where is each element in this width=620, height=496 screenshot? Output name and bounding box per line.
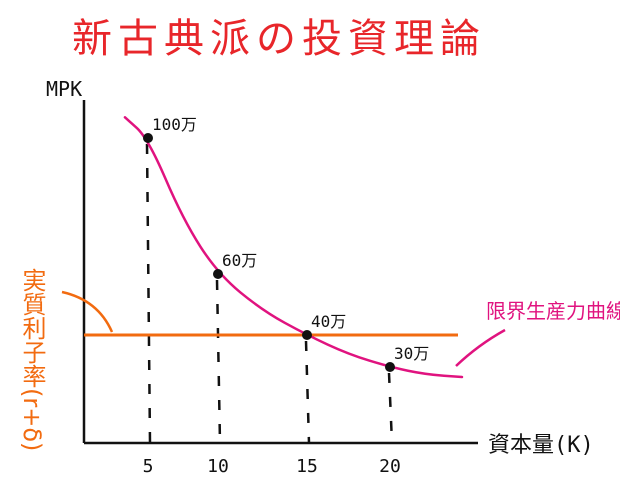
- data-point-20: [385, 362, 395, 372]
- data-point-10: [213, 269, 223, 279]
- x-axis-label: 資本量(K): [488, 433, 594, 458]
- interest-rate-label-text: 実質利子率(r+δ): [18, 268, 46, 451]
- data-label-5: 100万: [152, 115, 197, 134]
- curve-label: 限界生産力曲線: [486, 299, 620, 323]
- data-label-15: 40万: [311, 312, 346, 331]
- drop-line-15: [304, 340, 311, 444]
- chart-title: 新古典派の投資理論: [72, 16, 486, 62]
- x-tick-label-15: 15: [296, 456, 318, 477]
- interest-rate-pointer: [61, 290, 114, 333]
- drop-line-10: [215, 279, 222, 444]
- data-label-10: 60万: [222, 251, 257, 270]
- data-point-15: [302, 330, 312, 340]
- x-tick-label-5: 5: [143, 456, 154, 477]
- drop-line-5: [145, 143, 152, 444]
- x-tick-label-20: 20: [379, 456, 401, 477]
- data-point-5: [143, 133, 153, 143]
- interest-rate-label: 実質利子率(r+δ): [18, 268, 46, 451]
- drop-line-20: [387, 372, 394, 444]
- y-axis-label: MPK: [46, 77, 82, 101]
- curve-label-pointer: [455, 328, 506, 367]
- mpk-curve-series-line: [123, 116, 464, 379]
- x-tick-label-10: 10: [207, 456, 229, 477]
- data-label-20: 30万: [394, 344, 429, 363]
